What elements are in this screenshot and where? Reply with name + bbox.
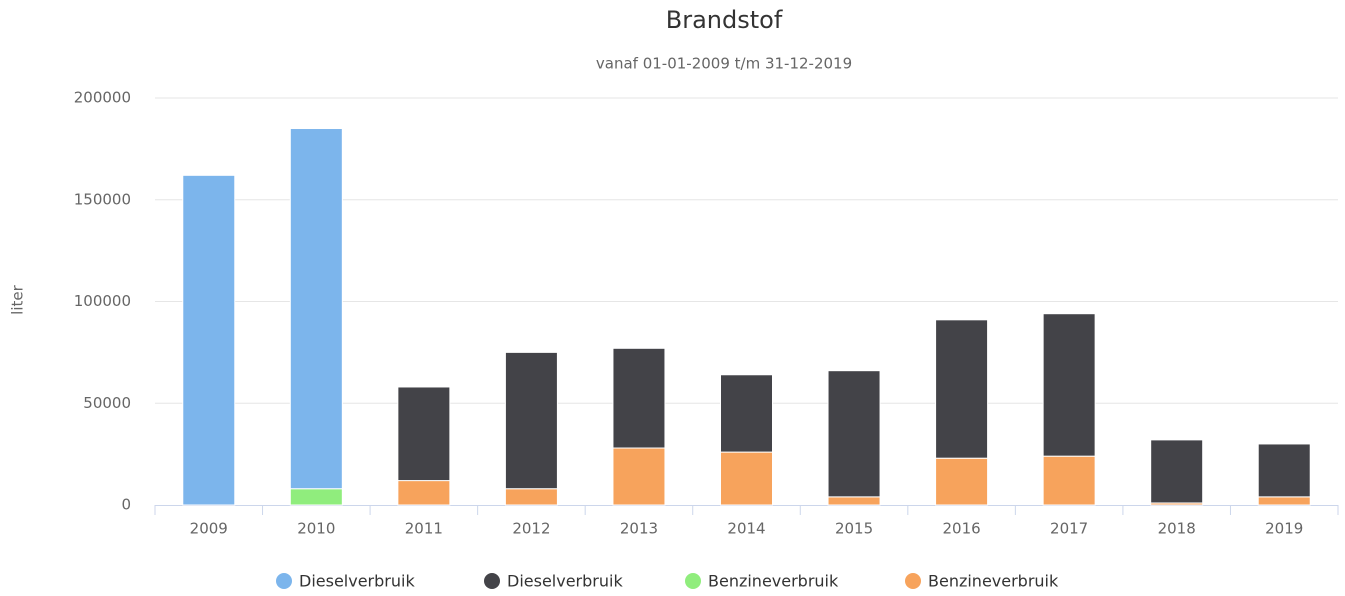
- x-tick-label: 2018: [1158, 520, 1196, 538]
- legend-label: Benzineverbruik: [708, 572, 839, 591]
- x-tick-label: 2015: [835, 520, 873, 538]
- legend-marker: [276, 573, 292, 589]
- legend-label: Benzineverbruik: [928, 572, 1059, 591]
- bar-segment: [397, 386, 451, 482]
- x-tick-label: 2014: [727, 520, 765, 538]
- bar-segment: [1042, 313, 1096, 457]
- bar-segment: [289, 128, 343, 490]
- bar-segment: [1257, 496, 1311, 506]
- y-axis-label: liter: [9, 284, 27, 314]
- bar-segment: [1257, 443, 1311, 498]
- x-tick-label: 2013: [620, 520, 658, 538]
- bar-segment: [935, 319, 989, 459]
- legend-label: Dieselverbruik: [507, 572, 623, 591]
- bar-segment: [1150, 439, 1204, 504]
- legend-marker: [685, 573, 701, 589]
- x-tick-label: 2011: [405, 520, 443, 538]
- bar-segment: [827, 496, 881, 506]
- bar-segment: [504, 351, 558, 490]
- y-tick-label: 100000: [74, 292, 131, 310]
- x-tick-label: 2009: [190, 520, 228, 538]
- legend-marker: [905, 573, 921, 589]
- bar-segment: [720, 374, 773, 453]
- bar-segment: [397, 480, 451, 506]
- x-tick-label: 2016: [942, 520, 980, 538]
- x-tick-label: 2010: [297, 520, 335, 538]
- y-tick-label: 0: [121, 496, 131, 514]
- bar-segment: [182, 174, 236, 506]
- x-tick-label: 2012: [512, 520, 550, 538]
- bar-segment: [935, 457, 989, 506]
- bar-segment: [612, 347, 666, 449]
- y-tick-label: 50000: [83, 394, 131, 412]
- bar-segment: [504, 488, 558, 506]
- bar-segment: [289, 488, 343, 506]
- bar-segment: [612, 447, 666, 506]
- x-tick-label: 2019: [1265, 520, 1303, 538]
- x-tick-label: 2017: [1050, 520, 1088, 538]
- legend-label: Dieselverbruik: [299, 572, 415, 591]
- chart-title: Brandstof: [666, 6, 783, 34]
- bar-segment: [720, 451, 773, 506]
- legend-marker: [484, 573, 500, 589]
- chart-subtitle: vanaf 01-01-2009 t/m 31-12-2019: [596, 55, 852, 73]
- bar-segment: [1042, 455, 1096, 506]
- y-tick-label: 200000: [74, 89, 131, 107]
- y-tick-label: 150000: [74, 190, 131, 208]
- bar-segment: [827, 370, 881, 498]
